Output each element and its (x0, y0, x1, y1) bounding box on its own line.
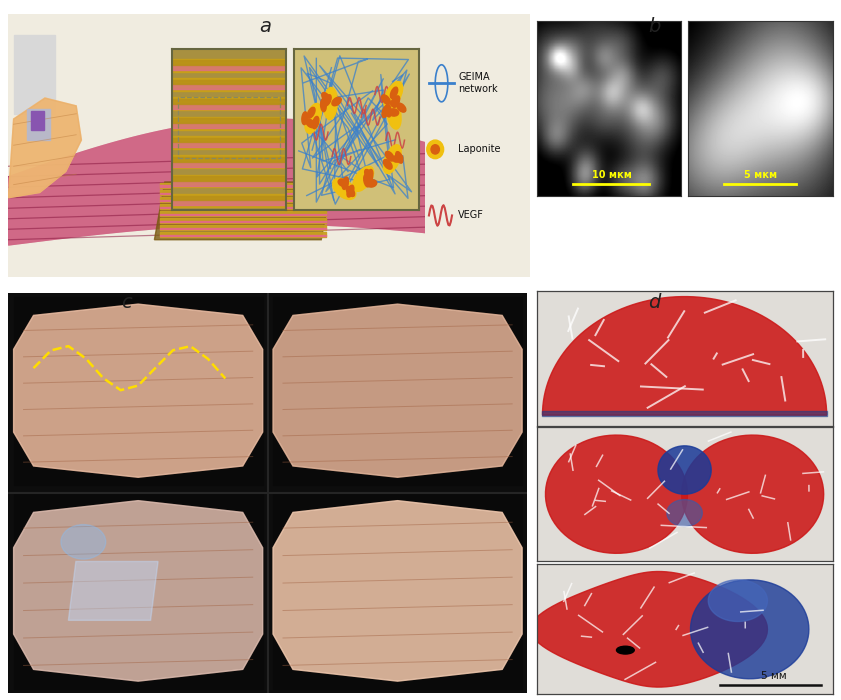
Ellipse shape (306, 119, 315, 127)
Polygon shape (13, 500, 262, 681)
Text: VEGF: VEGF (458, 211, 484, 220)
Bar (273, 493, 522, 689)
Ellipse shape (391, 97, 399, 106)
Ellipse shape (426, 140, 444, 159)
Polygon shape (690, 580, 809, 679)
Polygon shape (68, 561, 158, 620)
Ellipse shape (347, 186, 354, 197)
Bar (27, 108, 50, 140)
Ellipse shape (393, 96, 399, 107)
Ellipse shape (313, 116, 319, 129)
Polygon shape (8, 98, 82, 197)
Polygon shape (546, 435, 688, 553)
Polygon shape (542, 297, 827, 415)
Ellipse shape (383, 81, 403, 109)
Ellipse shape (353, 166, 373, 191)
Polygon shape (667, 500, 702, 526)
Ellipse shape (382, 94, 390, 104)
Circle shape (61, 524, 106, 559)
Bar (31, 111, 45, 130)
Ellipse shape (363, 174, 370, 187)
Ellipse shape (322, 92, 331, 102)
Ellipse shape (383, 145, 401, 174)
Polygon shape (273, 500, 522, 681)
Bar (13, 35, 56, 113)
Ellipse shape (390, 87, 398, 99)
Ellipse shape (367, 180, 377, 187)
Ellipse shape (431, 145, 439, 154)
Text: d: d (648, 293, 660, 312)
Bar (13, 297, 262, 485)
Ellipse shape (324, 88, 337, 120)
Polygon shape (682, 435, 823, 553)
Ellipse shape (382, 106, 389, 118)
Ellipse shape (320, 99, 326, 112)
Text: 5 мм: 5 мм (760, 671, 786, 681)
Bar (13, 493, 262, 689)
Polygon shape (8, 98, 82, 197)
Polygon shape (13, 500, 262, 681)
Ellipse shape (386, 98, 401, 129)
Ellipse shape (397, 103, 406, 112)
Polygon shape (155, 182, 331, 239)
Text: c: c (121, 293, 131, 312)
Ellipse shape (393, 155, 403, 162)
Ellipse shape (367, 169, 373, 182)
Text: a: a (259, 18, 271, 36)
Text: b: b (648, 18, 660, 36)
Ellipse shape (342, 177, 348, 190)
Ellipse shape (324, 94, 331, 106)
Polygon shape (13, 304, 262, 477)
Ellipse shape (302, 112, 308, 125)
Bar (273, 297, 522, 485)
Polygon shape (8, 119, 530, 245)
Ellipse shape (305, 104, 321, 134)
Polygon shape (658, 446, 711, 494)
Ellipse shape (332, 97, 341, 106)
Polygon shape (708, 580, 768, 622)
Text: 10 мкм: 10 мкм (592, 170, 632, 180)
Polygon shape (13, 304, 262, 477)
Polygon shape (8, 119, 530, 245)
Ellipse shape (307, 107, 315, 118)
Polygon shape (273, 500, 522, 681)
Bar (178, 97, 280, 158)
Ellipse shape (396, 152, 403, 163)
Ellipse shape (338, 179, 348, 187)
Text: 5 мкм: 5 мкм (743, 170, 777, 180)
Ellipse shape (389, 108, 399, 116)
Polygon shape (531, 571, 768, 687)
Polygon shape (273, 304, 522, 477)
Ellipse shape (346, 186, 355, 197)
Polygon shape (273, 304, 522, 477)
Ellipse shape (385, 104, 391, 117)
Text: GEIMA
network: GEIMA network (458, 73, 498, 94)
Ellipse shape (333, 178, 356, 199)
Ellipse shape (385, 151, 394, 161)
Ellipse shape (383, 160, 392, 169)
Circle shape (616, 646, 634, 654)
Text: Laponite: Laponite (458, 144, 501, 155)
Ellipse shape (365, 169, 373, 180)
